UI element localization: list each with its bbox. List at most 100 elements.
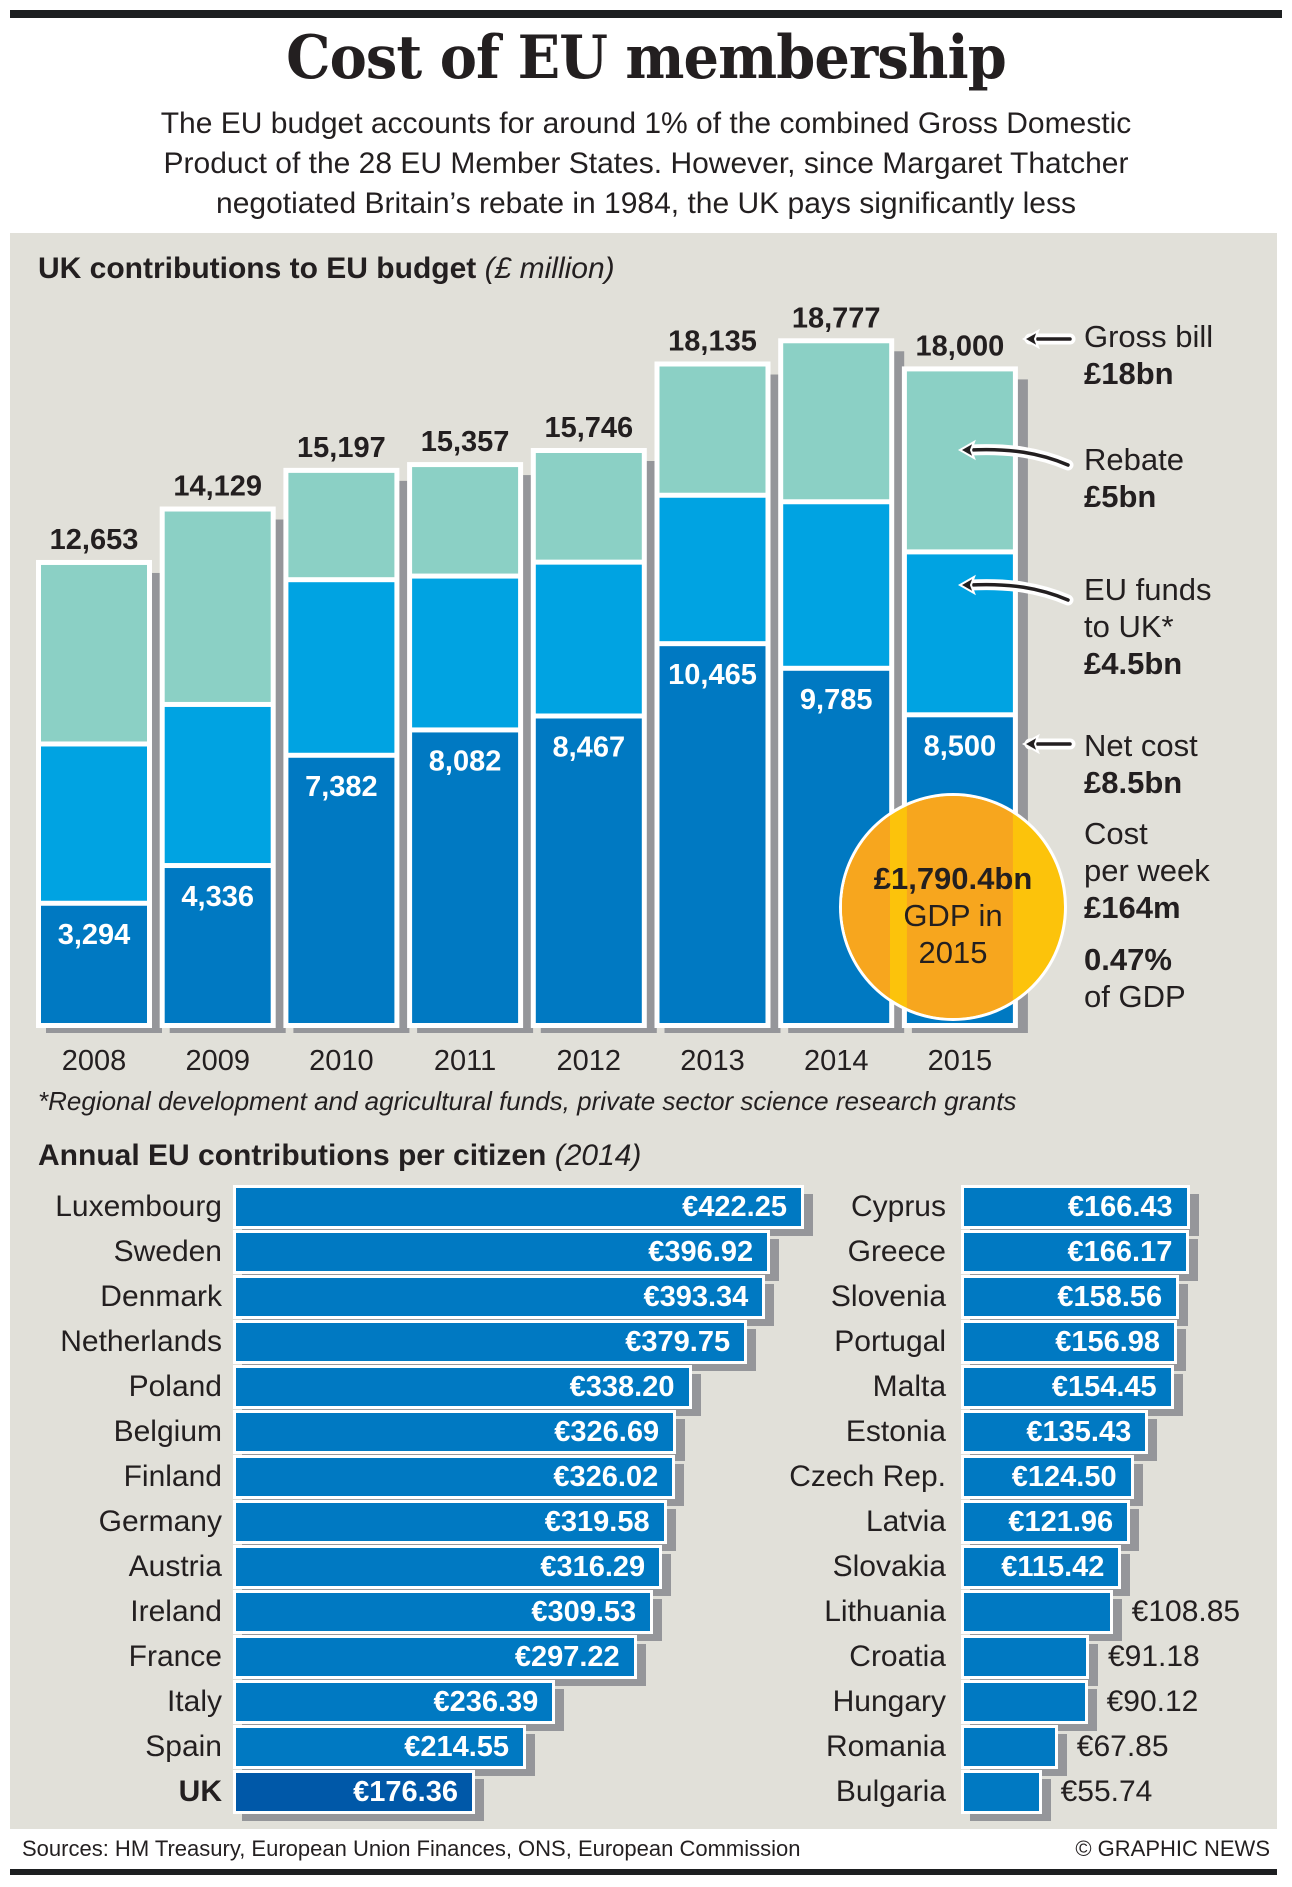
chart-title-unit: (£ million) (484, 252, 615, 285)
bar-value-label: €156.98 (1055, 1326, 1161, 1358)
country-bar: €309.53 (236, 1593, 651, 1631)
arrow-line (968, 447, 1070, 467)
annotation-value: £164m (1084, 890, 1181, 925)
uk-contributions-title: UK contributions to EU budget (£ million… (38, 252, 615, 286)
country-bar: €154.45 (964, 1368, 1171, 1406)
bar-segment-net-cost (164, 868, 271, 1023)
bar-value-label: €166.43 (1067, 1191, 1173, 1223)
annotation-value: £4.5bn (1084, 646, 1183, 681)
bar-value-label: €90.12 (1106, 1685, 1199, 1718)
bar-value-label: €166.17 (1067, 1236, 1173, 1268)
bar-value-label: €309.53 (531, 1596, 637, 1628)
bar-value-label: €176.36 (353, 1776, 458, 1808)
year-tick-label: 2015 (928, 1045, 993, 1077)
annotation-gross-bill: Gross bill £18bn (1084, 318, 1213, 392)
country-label: Finland (123, 1460, 222, 1493)
subtitle-line: negotiated Britain’s rebate in 1984, the… (216, 187, 1076, 220)
annotation-label: per week (1084, 853, 1210, 888)
country-bar: €422.25 (236, 1188, 801, 1226)
annotation-value: £5bn (1084, 479, 1157, 514)
country-label: Slovakia (832, 1550, 946, 1583)
bar-value-label: €214.55 (404, 1731, 510, 1763)
bar-value-label: €55.74 (1060, 1775, 1153, 1808)
country-label: Croatia (849, 1640, 946, 1673)
bar-segment-net-cost (288, 757, 395, 1023)
annotation-label: EU funds (1084, 572, 1212, 607)
sources: Sources: HM Treasury, European Union Fin… (22, 1836, 801, 1861)
country-label: Sweden (113, 1235, 222, 1268)
bar-value-label: €316.29 (540, 1551, 646, 1583)
bar-value-label: €124.50 (1011, 1461, 1117, 1493)
arrow-head-icon (957, 574, 976, 596)
bar-segment-rebate (906, 371, 1013, 550)
bar-value-label: €121.96 (1008, 1506, 1114, 1538)
net-cost-value-label: 8,082 (429, 745, 502, 777)
bar-value-label: €154.45 (1051, 1371, 1157, 1403)
country-bar (964, 1773, 1039, 1811)
country-bar: €236.39 (236, 1683, 553, 1721)
annotation-value: £18bn (1084, 356, 1174, 391)
country-bar: €115.42 (964, 1548, 1119, 1586)
country-label: Lithuania (824, 1595, 946, 1628)
bar-segment-eu-funds (412, 578, 519, 728)
net-cost-value-label: 9,785 (800, 684, 873, 716)
bar-segment-eu-funds (659, 497, 766, 642)
total-value-label: 18,777 (792, 302, 881, 334)
country-label: Romania (825, 1730, 946, 1763)
country-label: Cyprus (850, 1190, 946, 1223)
country-label: Belgium (113, 1415, 222, 1448)
country-bar: €166.17 (964, 1233, 1187, 1271)
annotation-value: 0.47% (1084, 942, 1172, 977)
bar-value-label: €338.20 (569, 1371, 675, 1403)
bar-segment-eu-funds (906, 554, 1013, 713)
gdp-value: £1,790.4bn (873, 861, 1033, 896)
country-label: Malta (872, 1370, 946, 1403)
country-label: Greece (847, 1235, 946, 1268)
country-bar: €316.29 (236, 1548, 660, 1586)
year-tick-label: 2010 (309, 1045, 374, 1077)
net-cost-value-label: 3,294 (58, 919, 131, 951)
country-bar (964, 1728, 1055, 1766)
bar-segment-rebate (659, 366, 766, 493)
bar-segment-net-cost (659, 646, 766, 1023)
year-tick-label: 2012 (557, 1045, 622, 1077)
bar-segment-eu-funds (783, 504, 890, 666)
net-cost-value-label: 8,500 (924, 730, 997, 762)
country-label: France (128, 1640, 222, 1673)
year-tick-label: 2011 (434, 1045, 496, 1077)
country-bar: €121.96 (964, 1503, 1128, 1541)
bar-value-label: €422.25 (682, 1191, 787, 1223)
bar-segment-net-cost (535, 718, 642, 1023)
net-cost-value-label: 8,467 (553, 731, 626, 763)
annotation-label: to UK* (1084, 609, 1174, 644)
country-label: Estonia (845, 1415, 946, 1448)
chart-title-text: UK contributions to EU budget (38, 252, 477, 285)
country-bar: €393.34 (236, 1278, 763, 1316)
top-rule (10, 10, 1282, 18)
credit: © GRAPHIC NEWS (1075, 1836, 1270, 1861)
total-value-label: 15,746 (544, 412, 633, 444)
net-cost-value-label: 7,382 (305, 771, 378, 803)
bar-value-label: €67.85 (1076, 1730, 1169, 1763)
bar-value-label: €158.56 (1057, 1281, 1163, 1313)
bar-value-label: €326.02 (553, 1461, 659, 1493)
net-cost-value-label: 4,336 (181, 881, 254, 913)
year-tick-label: 2008 (62, 1045, 127, 1077)
bar-segment-eu-funds (288, 582, 395, 753)
year-tick-label: 2009 (185, 1045, 250, 1077)
annotation-arrows (957, 328, 1076, 755)
subtitle-line: Product of the 28 EU Member States. Howe… (163, 147, 1129, 180)
bar-segment-eu-funds (41, 746, 147, 901)
annotation-label: Rebate (1084, 442, 1184, 477)
bar-value-label: €326.69 (554, 1416, 660, 1448)
bar-segment-rebate (535, 452, 642, 560)
country-label: Austria (128, 1550, 222, 1583)
country-bar: €156.98 (964, 1323, 1175, 1361)
country-label: Slovenia (830, 1280, 946, 1313)
country-label: Luxembourg (55, 1190, 222, 1223)
country-label: Poland (128, 1370, 222, 1403)
gdp-bubble-text: £1,790.4bn GDP in 2015 (842, 860, 1064, 971)
country-bar: €176.36 (236, 1773, 472, 1811)
country-label: Czech Rep. (789, 1460, 946, 1493)
country-bar (964, 1593, 1110, 1631)
